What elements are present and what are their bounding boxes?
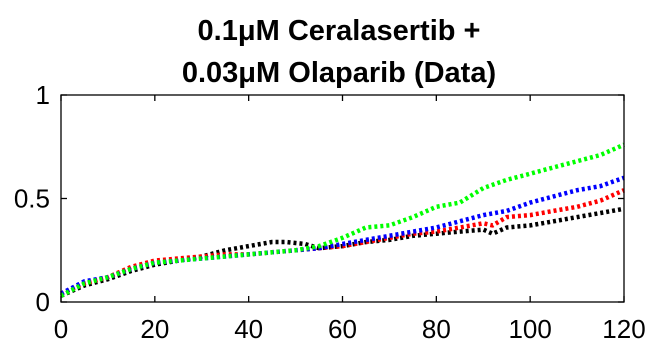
series-line-3 (59, 175, 625, 296)
x-tick-label: 20 (140, 314, 169, 344)
x-tick-label: 120 (602, 314, 645, 344)
x-tick-label: 0 (54, 314, 68, 344)
y-tick-label: 0.5 (14, 184, 50, 214)
x-tick-label: 60 (328, 314, 357, 344)
x-tick-label: 40 (234, 314, 263, 344)
chart-title-line-1: 0.1μM Ceralasertib + (198, 15, 481, 47)
series-line-4 (59, 142, 625, 298)
y-tick-label: 1 (36, 80, 50, 110)
chart-title: 0.1μM Ceralasertib + 0.03μM Olaparib (Da… (182, 15, 496, 89)
x-tick-label: 100 (508, 314, 551, 344)
chart-title-line-2: 0.03μM Olaparib (Data) (182, 57, 496, 89)
y-axis-ticks: 00.51 (14, 80, 624, 317)
plot-series (59, 142, 625, 298)
y-tick-label: 0 (36, 287, 50, 317)
x-axis-ticks: 0 20 40 60 80 100 120 (54, 95, 646, 344)
x-tick-label: 80 (422, 314, 451, 344)
series-line-1 (60, 206, 625, 298)
plot-frame (60, 94, 625, 303)
